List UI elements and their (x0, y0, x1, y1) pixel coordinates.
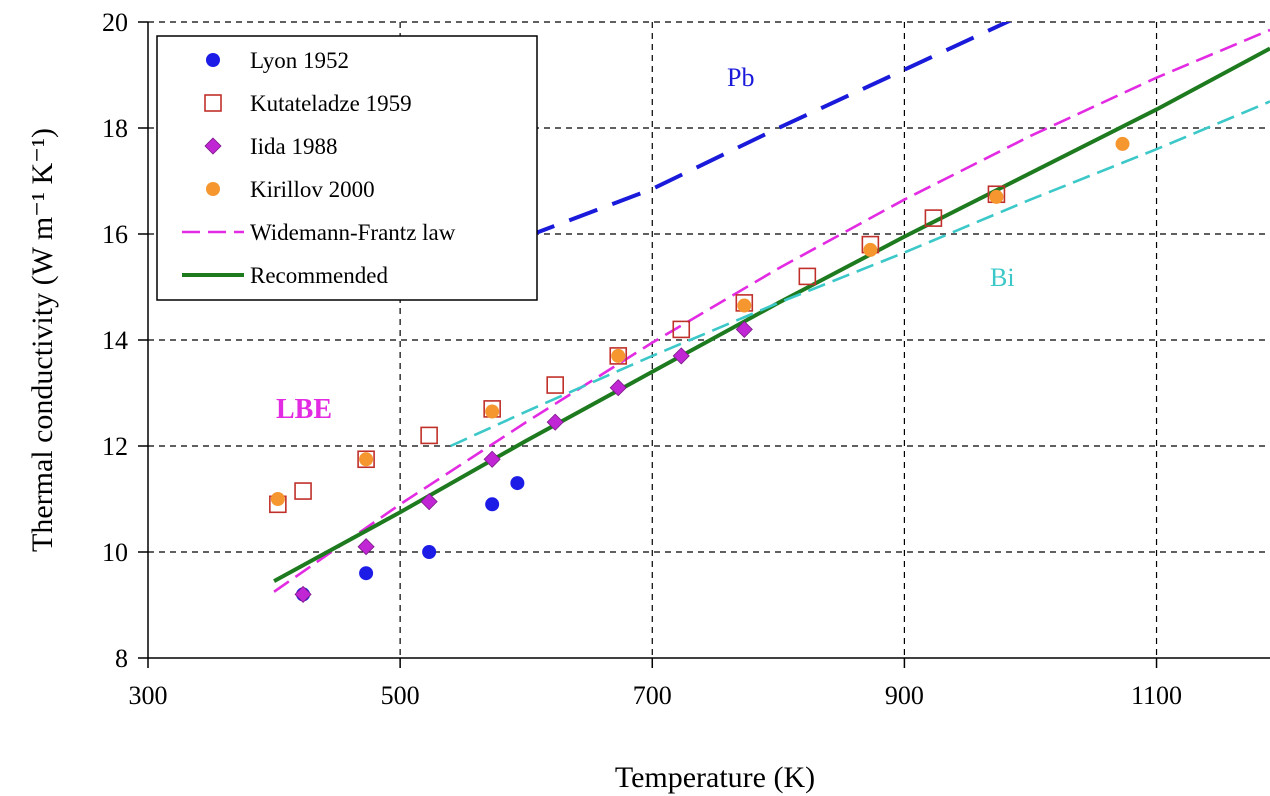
point-lyon-1952-3 (485, 497, 500, 512)
series-points (269, 136, 1130, 603)
point-kirillov-2000-6 (989, 189, 1004, 204)
point-iida-1988-5 (609, 379, 627, 397)
point-kutateladze-1959-11 (924, 209, 943, 227)
point-iida-1988-7 (735, 320, 753, 338)
legend-label-kirillov-2000: Kirillov 2000 (250, 177, 375, 202)
point-kirillov-2000-1 (359, 452, 374, 467)
legend-marker-lyon-1952 (206, 53, 220, 67)
point-iida-1988-1 (357, 538, 375, 556)
point-iida-1988-4 (546, 413, 564, 431)
y-tick-label-16: 16 (102, 220, 128, 249)
x-tick-label-300: 300 (129, 681, 168, 710)
x-tick-label-700: 700 (633, 681, 672, 710)
point-kirillov-2000-5 (863, 242, 878, 257)
legend-label-kutateladze-1959: Kutateladze 1959 (250, 91, 412, 116)
series-line-recommended (273, 46, 1270, 583)
point-kirillov-2000-7 (1115, 136, 1130, 151)
point-kirillov-2000-4 (737, 298, 752, 313)
point-lyon-1952-2 (422, 545, 437, 559)
legend-label-recommended: Recommended (250, 263, 388, 288)
series-lines (273, 22, 1270, 593)
x-axis-label: Temperature (K) (615, 761, 815, 794)
point-iida-1988-6 (672, 347, 690, 365)
y-axis-label: Thermal conductivity (W m⁻¹ K⁻¹) (26, 128, 59, 552)
legend-label-lyon-1952: Lyon 1952 (250, 48, 349, 73)
point-kutateladze-1959-3 (420, 426, 438, 445)
point-kirillov-2000-2 (485, 404, 500, 419)
series-line-bi (450, 100, 1270, 448)
point-lyon-1952-4 (510, 476, 525, 491)
legend-marker-iida-1988 (204, 137, 222, 155)
x-tick-label-500: 500 (381, 681, 420, 710)
y-tick-label-12: 12 (102, 432, 128, 461)
x-tick-label-900: 900 (885, 681, 924, 710)
legend: Lyon 1952 Kutateladze 1959 Iida 1988 Kirill… (156, 35, 538, 301)
legend-marker-kirillov-2000 (206, 182, 220, 196)
axes: 300 500 700 900 1100 8 10 12 14 16 18 20 (102, 8, 1270, 710)
x-tick-label-1100: 1100 (1131, 681, 1182, 710)
y-tick-label-8: 8 (115, 644, 128, 673)
point-kutateladze-1959-7 (672, 320, 691, 339)
annotation-lbe: LBE (276, 394, 332, 425)
y-tick-label-20: 20 (102, 8, 128, 37)
legend-box (156, 35, 538, 301)
point-kutateladze-1959-6 (609, 347, 628, 365)
point-iida-1988-0 (294, 585, 312, 603)
legend-label-widemann-frantz-law: Widemann-Frantz law (250, 220, 456, 245)
annotation-pb: Pb (727, 63, 754, 92)
legend-label-iida-1988: Iida 1988 (250, 134, 338, 159)
series-line-widemann-frantz-law (273, 28, 1270, 593)
point-iida-1988-2 (420, 493, 438, 511)
point-kutateladze-1959-5 (546, 376, 564, 394)
legend-marker-kutateladze-1959 (204, 94, 222, 112)
point-kutateladze-1959-1 (294, 482, 312, 500)
point-lyon-1952-1 (359, 566, 374, 581)
point-kirillov-2000-3 (611, 348, 626, 363)
y-tick-label-14: 14 (102, 326, 128, 355)
point-iida-1988-3 (483, 450, 501, 468)
series-line-pb (525, 22, 1012, 239)
point-kirillov-2000-0 (270, 492, 285, 506)
point-kutateladze-1959-9 (798, 267, 817, 286)
y-tick-label-18: 18 (102, 114, 128, 143)
annotation-bi: Bi (990, 263, 1015, 292)
point-kutateladze-1959-2 (357, 450, 375, 469)
y-tick-label-10: 10 (102, 538, 128, 567)
